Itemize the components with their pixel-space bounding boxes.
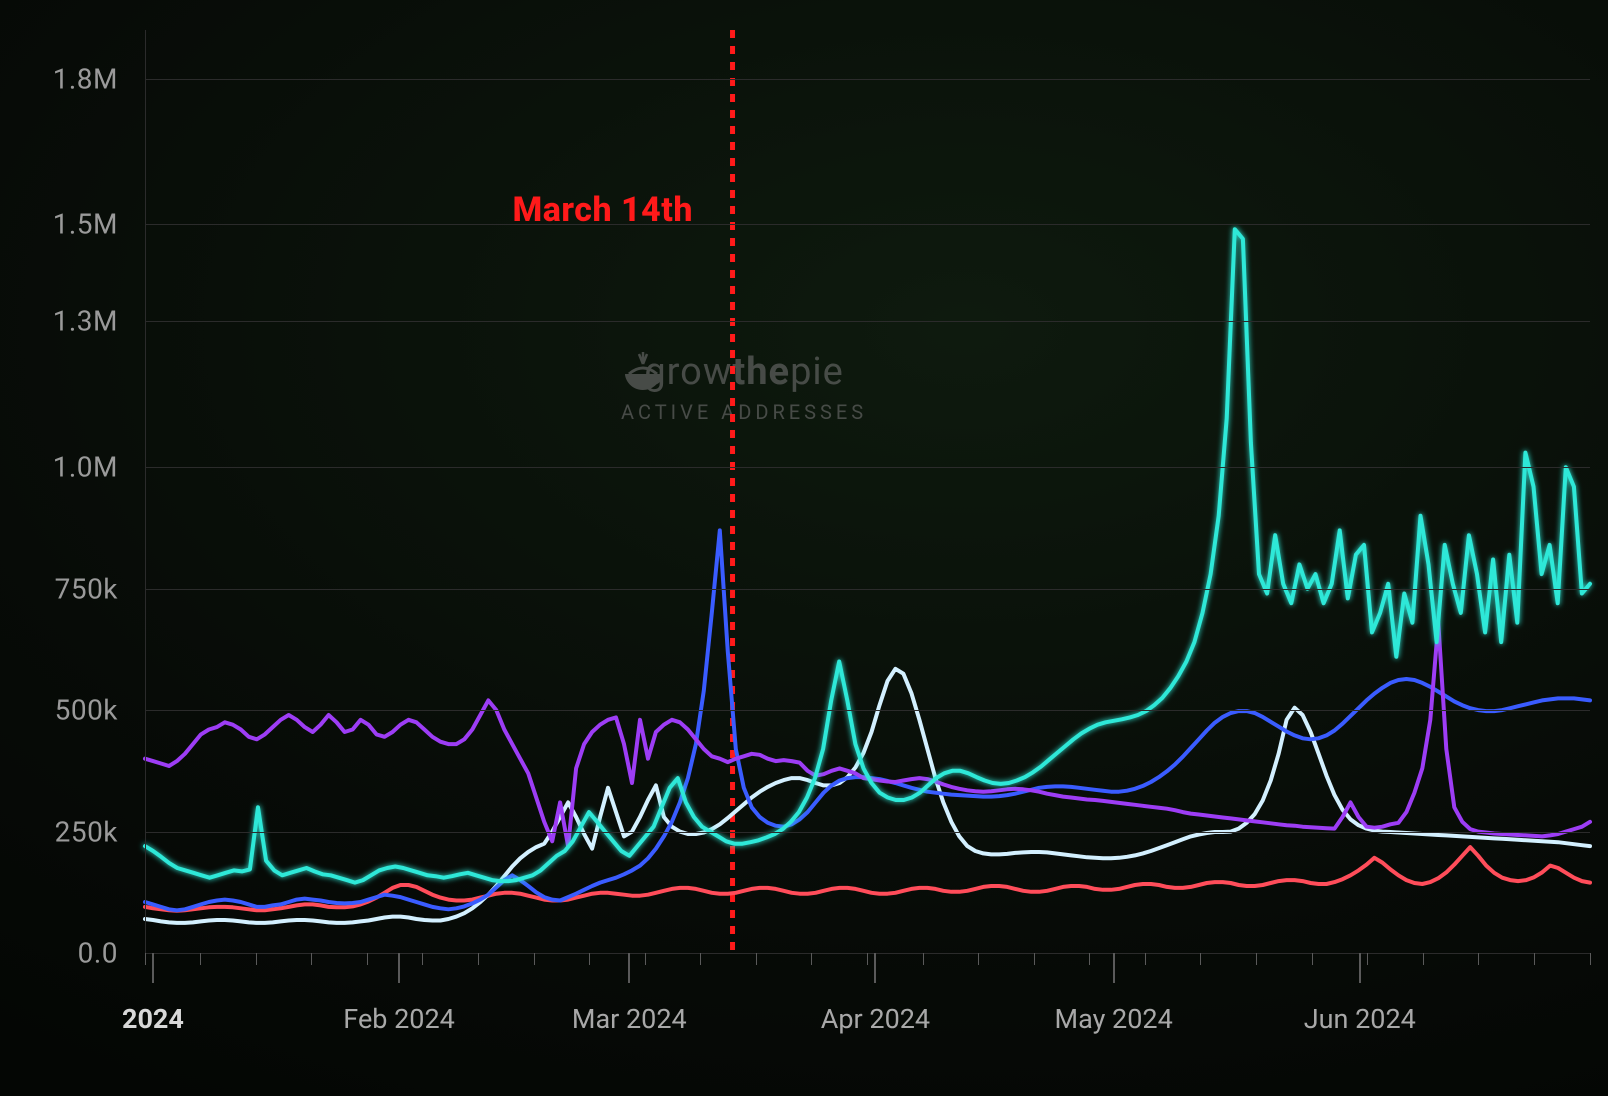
x-minor-tick: [1312, 953, 1313, 965]
x-minor-tick: [1089, 953, 1090, 965]
x-minor-tick: [200, 953, 201, 965]
y-axis-label: 750k: [8, 572, 118, 605]
gridline: [145, 710, 1590, 711]
x-axis-label: 2024: [122, 1003, 184, 1035]
chart-svg: [0, 0, 1608, 1096]
x-minor-tick: [422, 953, 423, 965]
x-minor-tick: [1145, 953, 1146, 965]
x-axis-label: Feb 2024: [343, 1003, 455, 1035]
y-axis-label: 1.0M: [8, 451, 118, 484]
x-minor-tick: [1200, 953, 1201, 965]
series-light: [145, 669, 1590, 923]
x-minor-tick: [1256, 953, 1257, 965]
x-minor-tick: [1367, 953, 1368, 965]
series-cyan: [145, 229, 1590, 882]
x-axis-label: May 2024: [1055, 1003, 1173, 1035]
x-minor-tick: [756, 953, 757, 965]
x-minor-tick: [1034, 953, 1035, 965]
y-axis-label: 1.5M: [8, 208, 118, 241]
x-minor-tick: [1534, 953, 1535, 965]
x-minor-tick: [534, 953, 535, 965]
y-axis-label: 1.8M: [8, 62, 118, 95]
gridline: [145, 79, 1590, 80]
y-axis-label: 0.0: [8, 937, 118, 970]
x-minor-tick: [923, 953, 924, 965]
x-minor-tick: [1590, 953, 1591, 965]
x-minor-tick: [978, 953, 979, 965]
gridline: [145, 467, 1590, 468]
y-axis-label: 1.3M: [8, 305, 118, 338]
x-minor-tick: [1423, 953, 1424, 965]
x-minor-tick: [589, 953, 590, 965]
x-major-tick: [152, 953, 154, 983]
x-major-tick: [1113, 953, 1115, 983]
x-minor-tick: [1478, 953, 1479, 965]
x-minor-tick: [311, 953, 312, 965]
x-minor-tick: [867, 953, 868, 965]
x-axis-label: Mar 2024: [572, 1003, 687, 1035]
gridline: [145, 589, 1590, 590]
x-minor-tick: [700, 953, 701, 965]
x-major-tick: [628, 953, 630, 983]
gridline: [145, 321, 1590, 322]
x-axis-label: Apr 2024: [821, 1003, 930, 1035]
x-minor-tick: [811, 953, 812, 965]
active-addresses-chart: March 14th growthepie ACTIVE ADDRESSES 0…: [0, 0, 1608, 1096]
y-axis-label: 250k: [8, 815, 118, 848]
y-axis-line: [145, 30, 146, 953]
x-minor-tick: [145, 953, 146, 965]
x-minor-tick: [367, 953, 368, 965]
x-major-tick: [398, 953, 400, 983]
x-minor-tick: [478, 953, 479, 965]
gridline: [145, 224, 1590, 225]
x-minor-tick: [256, 953, 257, 965]
x-axis-label: Jun 2024: [1304, 1003, 1416, 1035]
gridline: [145, 832, 1590, 833]
x-major-tick: [874, 953, 876, 983]
y-axis-label: 500k: [8, 694, 118, 727]
series-purple: [145, 623, 1590, 846]
x-major-tick: [1359, 953, 1361, 983]
x-minor-tick: [645, 953, 646, 965]
